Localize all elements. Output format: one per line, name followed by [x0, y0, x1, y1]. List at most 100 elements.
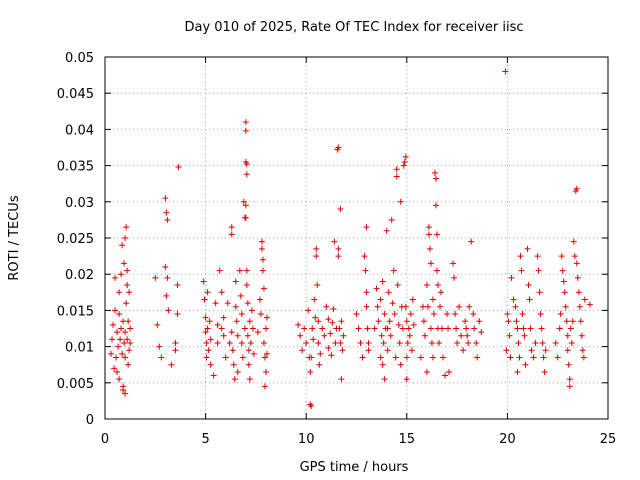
data-point [355, 325, 362, 332]
data-point [425, 231, 432, 238]
data-point [127, 325, 134, 332]
data-point [569, 318, 576, 325]
axis-ticks [104, 56, 609, 420]
data-point [323, 303, 330, 310]
y-tick-label: 0.025 [57, 232, 94, 247]
data-point [335, 253, 342, 260]
data-point [234, 332, 241, 339]
data-point [526, 296, 533, 303]
data-point [121, 339, 128, 346]
data-point [573, 185, 580, 192]
data-point [389, 300, 396, 307]
data-point [538, 325, 545, 332]
data-point [238, 311, 245, 318]
y-tick-label: 0.035 [57, 160, 94, 175]
data-point [337, 206, 344, 213]
data-point [216, 267, 223, 274]
data-point [554, 354, 561, 361]
data-point [559, 267, 566, 274]
data-point [244, 300, 251, 307]
data-point [516, 354, 523, 361]
data-point [242, 214, 249, 221]
data-point [316, 361, 323, 368]
data-point [210, 372, 217, 379]
data-point [260, 285, 267, 292]
data-point [307, 401, 314, 408]
data-point [243, 267, 250, 274]
data-point [462, 318, 469, 325]
y-tick-labels: 0 0.005 0.01 0.015 0.02 0.025 0.03 0.035 0.04 0.0… [57, 51, 94, 428]
data-point [565, 361, 572, 368]
data-point [325, 345, 332, 352]
data-point [109, 336, 116, 343]
data-point [123, 224, 130, 231]
data-point [522, 361, 529, 368]
data-point [312, 314, 319, 321]
data-point [256, 296, 263, 303]
data-point [458, 332, 465, 339]
data-point [116, 289, 123, 296]
data-point [241, 325, 248, 332]
data-point [377, 354, 384, 361]
data-point [384, 325, 391, 332]
data-point [409, 296, 416, 303]
data-point [246, 318, 253, 325]
data-point [254, 329, 261, 336]
y-tick-label: 0.005 [57, 377, 94, 392]
data-point [259, 267, 266, 274]
data-point [557, 311, 564, 318]
data-point [242, 127, 249, 134]
data-point [408, 347, 415, 354]
data-point [521, 332, 528, 339]
data-point [205, 347, 212, 354]
data-point [307, 368, 314, 375]
data-point [163, 292, 170, 299]
data-point [406, 332, 413, 339]
data-point [308, 354, 315, 361]
data-point [127, 339, 134, 346]
data-point [203, 354, 210, 361]
data-point [262, 325, 269, 332]
data-point [574, 274, 581, 281]
data-point [238, 339, 245, 346]
data-point [465, 339, 472, 346]
data-point [218, 325, 225, 332]
data-point [237, 292, 244, 299]
data-point [315, 339, 322, 346]
data-point [126, 289, 133, 296]
data-point [207, 361, 214, 368]
y-tick-label: 0 [86, 413, 94, 428]
data-point [122, 390, 129, 397]
data-point [428, 339, 435, 346]
data-point [520, 325, 527, 332]
data-point [305, 307, 312, 314]
data-point [365, 347, 372, 354]
data-point [113, 354, 120, 361]
data-point [527, 325, 534, 332]
data-point [218, 289, 225, 296]
data-point [123, 300, 130, 307]
data-point [394, 282, 401, 289]
data-point [338, 318, 345, 325]
data-point [124, 267, 131, 274]
data-point [539, 339, 546, 346]
data-point [453, 325, 460, 332]
data-point [566, 383, 573, 390]
data-point [243, 282, 250, 289]
data-point [327, 330, 334, 337]
data-point [260, 339, 267, 346]
data-point [207, 336, 214, 343]
data-point [560, 278, 567, 285]
data-point [263, 350, 270, 357]
data-point [165, 307, 172, 314]
data-point [423, 368, 430, 375]
data-point [245, 361, 252, 368]
data-point [424, 303, 431, 310]
data-point [250, 350, 257, 357]
data-point [228, 329, 235, 336]
x-tick-label: 15 [399, 432, 416, 447]
data-point [433, 231, 440, 238]
y-tick-label: 0.045 [57, 87, 94, 102]
data-point [395, 321, 402, 328]
data-point [110, 321, 117, 328]
